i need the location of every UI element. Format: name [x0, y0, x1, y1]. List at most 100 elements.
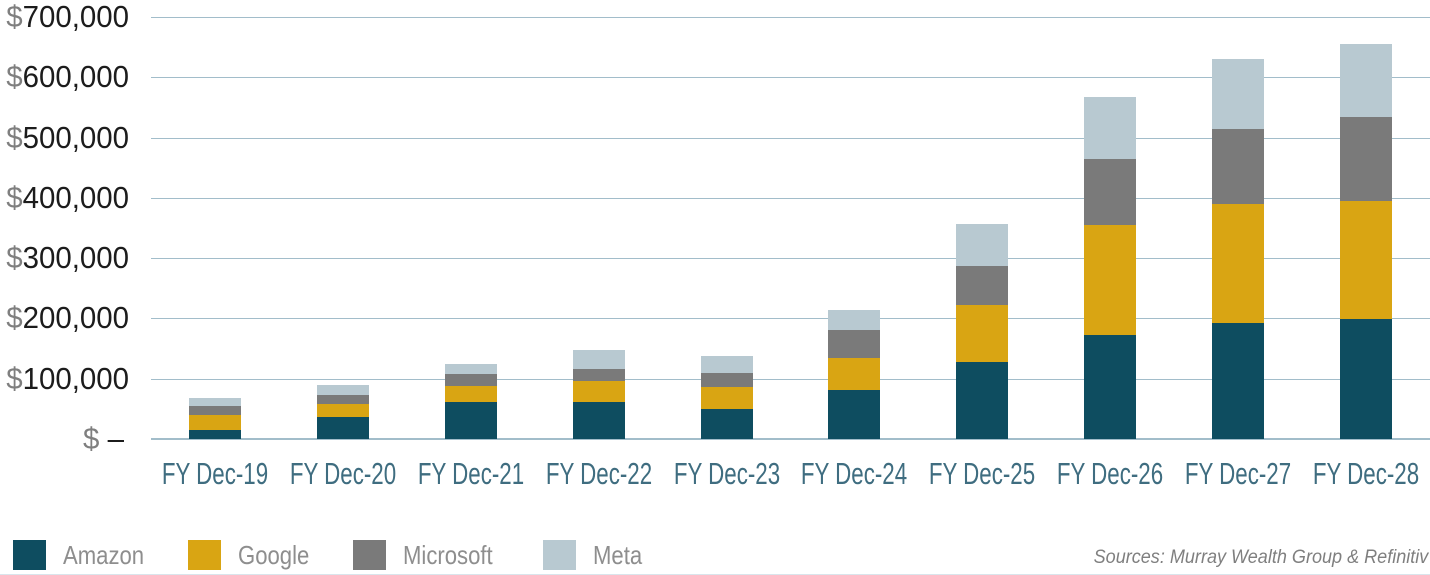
bar-segment-microsoft	[188, 406, 241, 416]
bar-fy-dec-23	[700, 355, 753, 439]
bar-segment-microsoft	[1340, 117, 1393, 202]
bar-segment-meta	[1084, 96, 1137, 160]
currency-sign: $	[6, 119, 23, 155]
bar-fy-dec-28	[1340, 44, 1393, 439]
x-axis-label: FY Dec-23	[673, 456, 780, 491]
legend-item-google: Google	[188, 540, 322, 570]
tick-number: –	[99, 421, 124, 456]
bar-segment-amazon	[700, 408, 753, 439]
bar-segment-meta	[444, 364, 497, 374]
bar-fy-dec-26	[1084, 96, 1137, 439]
bar-fy-dec-25	[956, 223, 1009, 439]
source-note: Sources: Murray Wealth Group & Refinitiv	[1093, 547, 1428, 568]
bar-segment-google	[700, 387, 753, 409]
x-axis-label: FY Dec-21	[417, 456, 524, 491]
bar-fy-dec-24	[828, 309, 881, 439]
bar-segment-microsoft	[956, 265, 1009, 306]
bar-fy-dec-20	[316, 385, 369, 439]
legend-item-amazon: Amazon	[13, 540, 158, 570]
y-axis-tick-label: $700,000	[6, 0, 129, 35]
gridline	[151, 137, 1430, 139]
bar-segment-amazon	[956, 361, 1009, 439]
gridline	[151, 197, 1430, 199]
x-axis-line	[151, 438, 1430, 440]
y-axis-tick-label: $600,000	[6, 59, 129, 95]
bar-segment-google	[572, 380, 625, 402]
tick-number: 600,000	[22, 59, 130, 95]
y-axis-tick-label: $400,000	[6, 179, 129, 216]
bar-segment-amazon	[188, 430, 241, 439]
bar-segment-amazon	[316, 416, 369, 439]
bar-segment-amazon	[1084, 335, 1137, 439]
gridline	[151, 77, 1430, 79]
bar-segment-google	[316, 403, 369, 417]
bar-segment-amazon	[572, 401, 625, 439]
currency-sign: $	[6, 240, 23, 276]
legend-label-meta: Meta	[593, 540, 643, 570]
gridline	[151, 378, 1430, 380]
x-axis-label: FY Dec-25	[929, 456, 1036, 491]
legend-item-microsoft: Microsoft	[353, 540, 508, 570]
y-axis-tick-label: $500,000	[6, 119, 129, 156]
bar-segment-google	[444, 385, 497, 403]
x-axis-label: FY Dec-24	[801, 456, 908, 491]
bar-fy-dec-21	[444, 364, 497, 439]
tick-number: 400,000	[22, 179, 130, 215]
bar-segment-google	[828, 358, 881, 391]
bar-segment-meta	[700, 355, 753, 373]
bar-segment-meta	[188, 397, 241, 407]
bar-segment-microsoft	[1212, 129, 1265, 205]
x-axis-label: FY Dec-27	[1185, 456, 1292, 491]
legend-swatch-amazon	[13, 540, 46, 570]
bar-segment-microsoft	[700, 372, 753, 388]
currency-sign: $	[6, 0, 23, 34]
bar-segment-meta	[1212, 58, 1265, 130]
tick-number: 100,000	[22, 360, 130, 396]
currency-sign: $	[6, 300, 23, 336]
currency-sign: $	[83, 421, 100, 456]
y-axis-tick-label: $200,000	[6, 300, 129, 336]
bar-segment-microsoft	[572, 369, 625, 381]
tick-number: 200,000	[22, 300, 130, 336]
bar-segment-amazon	[1212, 322, 1265, 439]
legend-label-amazon: Amazon	[63, 540, 145, 570]
gridline	[151, 17, 1430, 18]
bar-fy-dec-22	[572, 349, 625, 439]
y-axis-tick-label: $100,000	[6, 360, 129, 397]
bar-segment-amazon	[828, 390, 881, 439]
legend-label-microsoft: Microsoft	[403, 540, 493, 570]
bar-segment-meta	[572, 349, 625, 370]
bar-segment-google	[956, 305, 1009, 362]
bar-segment-google	[1212, 204, 1265, 323]
bar-segment-microsoft	[316, 394, 369, 404]
tick-number: 700,000	[22, 0, 130, 34]
gridline	[151, 318, 1430, 320]
bar-fy-dec-27	[1212, 58, 1265, 439]
currency-sign: $	[6, 360, 23, 396]
legend-label-google: Google	[238, 540, 310, 570]
bar-segment-meta	[1340, 44, 1393, 118]
bar-segment-microsoft	[444, 373, 497, 386]
y-axis-tick-label: $300,000	[6, 240, 129, 276]
bar-segment-amazon	[1340, 319, 1393, 439]
bar-segment-meta	[956, 223, 1009, 266]
y-axis-tick-label: $ –	[6, 421, 124, 457]
x-axis-label: FY Dec-28	[1312, 456, 1420, 491]
bar-segment-google	[1340, 201, 1393, 320]
tick-number: 500,000	[22, 119, 130, 155]
bar-segment-meta	[316, 385, 369, 395]
gridline	[151, 258, 1430, 260]
legend-swatch-google	[188, 540, 221, 570]
currency-sign: $	[6, 179, 23, 215]
x-axis-label: FY Dec-19	[161, 456, 269, 491]
x-axis-label: FY Dec-26	[1057, 456, 1164, 491]
currency-sign: $	[6, 59, 23, 95]
bar-segment-microsoft	[1084, 159, 1137, 225]
bar-segment-meta	[828, 309, 881, 331]
legend-swatch-microsoft	[353, 540, 386, 570]
legend-item-meta: Meta	[543, 540, 651, 570]
legend-swatch-meta	[543, 540, 576, 570]
tick-number: 300,000	[22, 240, 130, 276]
bar-segment-amazon	[444, 402, 497, 439]
